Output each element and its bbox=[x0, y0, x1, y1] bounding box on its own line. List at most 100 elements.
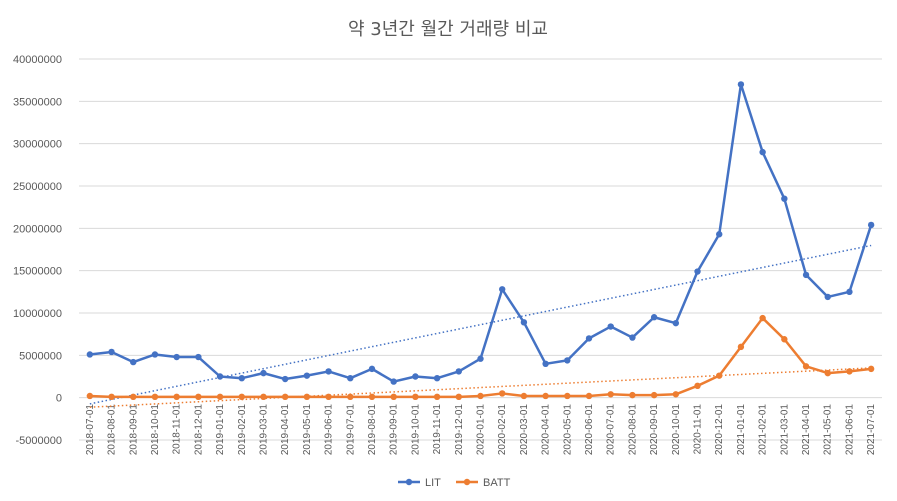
x-tick-label: 2021-04-01 bbox=[801, 404, 812, 456]
x-tick-label: 2018-10-01 bbox=[150, 404, 161, 456]
x-tick-label: 2019-11-01 bbox=[432, 404, 443, 455]
x-tick-label: 2020-06-01 bbox=[584, 404, 595, 456]
data-point-lit bbox=[867, 221, 875, 229]
data-point-lit bbox=[846, 288, 853, 296]
data-point-lit bbox=[368, 365, 376, 373]
data-point-batt bbox=[824, 369, 831, 377]
data-point-lit bbox=[130, 358, 137, 366]
gridlines bbox=[79, 58, 882, 441]
x-tick-label: 2020-12-01 bbox=[714, 404, 725, 456]
x-tick-label: 2020-04-01 bbox=[541, 404, 552, 456]
trendline-lit bbox=[89, 244, 872, 405]
data-point-lit bbox=[325, 368, 332, 375]
data-point-lit bbox=[585, 335, 593, 342]
data-point-lit bbox=[108, 348, 115, 356]
legend-marker-lit bbox=[405, 478, 413, 486]
data-point-lit bbox=[477, 355, 484, 362]
data-point-batt bbox=[650, 391, 658, 399]
x-tick-label: 2020-08-01 bbox=[627, 404, 638, 456]
data-point-batt bbox=[368, 393, 376, 401]
data-point-batt bbox=[433, 393, 441, 401]
x-tick-label: 2020-03-01 bbox=[519, 404, 530, 456]
y-tick-label: 35000000 bbox=[13, 96, 62, 108]
data-point-batt bbox=[173, 393, 180, 401]
y-tick-label: 5000000 bbox=[19, 350, 62, 362]
legend: LIT BATT bbox=[398, 477, 511, 489]
y-tick-label: 20000000 bbox=[13, 223, 62, 235]
data-point-lit bbox=[260, 369, 267, 377]
y-tick-label: 15000000 bbox=[13, 266, 62, 278]
data-point-batt bbox=[564, 392, 571, 400]
legend-label-batt: BATT bbox=[483, 477, 511, 489]
x-tick-label: 2021-03-01 bbox=[779, 404, 790, 456]
x-tick-label: 2020-10-01 bbox=[671, 404, 682, 456]
data-point-batt bbox=[759, 314, 766, 322]
x-tick-label: 2018-12-01 bbox=[193, 404, 204, 456]
data-point-lit bbox=[173, 353, 180, 361]
trendlines bbox=[89, 244, 872, 408]
data-point-lit bbox=[781, 195, 788, 202]
x-tick-label: 2019-12-01 bbox=[454, 404, 465, 456]
x-tick-label: 2019-06-01 bbox=[324, 404, 335, 456]
y-tick-label: 30000000 bbox=[13, 139, 62, 151]
data-point-lit bbox=[238, 374, 245, 382]
series bbox=[86, 81, 875, 401]
data-point-batt bbox=[629, 391, 636, 399]
x-tick-label: 2019-03-01 bbox=[258, 404, 269, 456]
data-point-lit bbox=[629, 334, 636, 341]
data-point-lit bbox=[347, 374, 354, 382]
x-tick-label: 2020-11-01 bbox=[693, 404, 704, 455]
data-point-lit bbox=[520, 319, 528, 326]
data-point-lit bbox=[412, 373, 419, 380]
x-tick-label: 2019-01-01 bbox=[215, 404, 226, 456]
data-point-batt bbox=[520, 392, 528, 400]
data-point-lit bbox=[216, 373, 224, 380]
data-point-batt bbox=[260, 393, 267, 401]
data-point-batt bbox=[499, 390, 506, 397]
data-point-batt bbox=[607, 391, 614, 398]
x-tick-label: 2019-07-01 bbox=[345, 404, 356, 456]
data-point-batt bbox=[108, 393, 115, 401]
data-point-batt bbox=[867, 365, 875, 373]
data-point-lit bbox=[650, 314, 658, 321]
x-tick-label: 2018-11-01 bbox=[172, 404, 183, 455]
x-tick-label: 2019-04-01 bbox=[280, 404, 291, 456]
x-tick-label: 2020-01-01 bbox=[476, 404, 487, 456]
data-point-batt bbox=[737, 343, 745, 351]
data-point-batt bbox=[390, 393, 397, 401]
x-axis-ticks: 2018-07-01 2018-08-01 2018-09-01 2018-10-01… bbox=[85, 404, 877, 456]
data-point-batt bbox=[238, 393, 245, 401]
x-tick-label: 2019-05-01 bbox=[302, 404, 313, 456]
x-tick-label: 2018-07-01 bbox=[85, 404, 96, 456]
data-point-lit bbox=[86, 351, 94, 358]
data-point-lit bbox=[607, 323, 614, 330]
legend-marker-batt bbox=[463, 478, 471, 486]
data-point-lit bbox=[824, 293, 831, 301]
data-point-lit bbox=[195, 353, 202, 361]
data-point-batt bbox=[542, 392, 549, 400]
x-tick-label: 2019-09-01 bbox=[389, 404, 400, 456]
data-point-lit bbox=[542, 360, 549, 367]
x-tick-label: 2019-02-01 bbox=[237, 404, 248, 456]
data-point-batt bbox=[86, 392, 94, 400]
series-line-lit bbox=[89, 83, 873, 383]
data-point-batt bbox=[781, 336, 788, 343]
x-tick-label: 2018-08-01 bbox=[107, 404, 118, 456]
legend-label-lit: LIT bbox=[425, 477, 441, 489]
data-point-batt bbox=[151, 393, 159, 401]
data-point-batt bbox=[325, 393, 332, 401]
data-point-lit bbox=[499, 286, 506, 293]
data-point-batt bbox=[347, 393, 354, 401]
data-point-batt bbox=[455, 393, 462, 401]
data-point-batt bbox=[802, 363, 810, 370]
data-point-batt bbox=[846, 368, 853, 375]
y-tick-label: 40000000 bbox=[13, 54, 62, 66]
y-axis-ticks: -5000000 0 5000000 10000000 15000000 20000000… bbox=[13, 54, 62, 447]
data-point-lit bbox=[737, 81, 745, 88]
x-tick-label: 2021-07-01 bbox=[866, 404, 877, 456]
x-tick-label: 2019-10-01 bbox=[410, 404, 421, 456]
y-tick-label: -5000000 bbox=[16, 435, 63, 447]
trendline-batt bbox=[89, 367, 872, 408]
